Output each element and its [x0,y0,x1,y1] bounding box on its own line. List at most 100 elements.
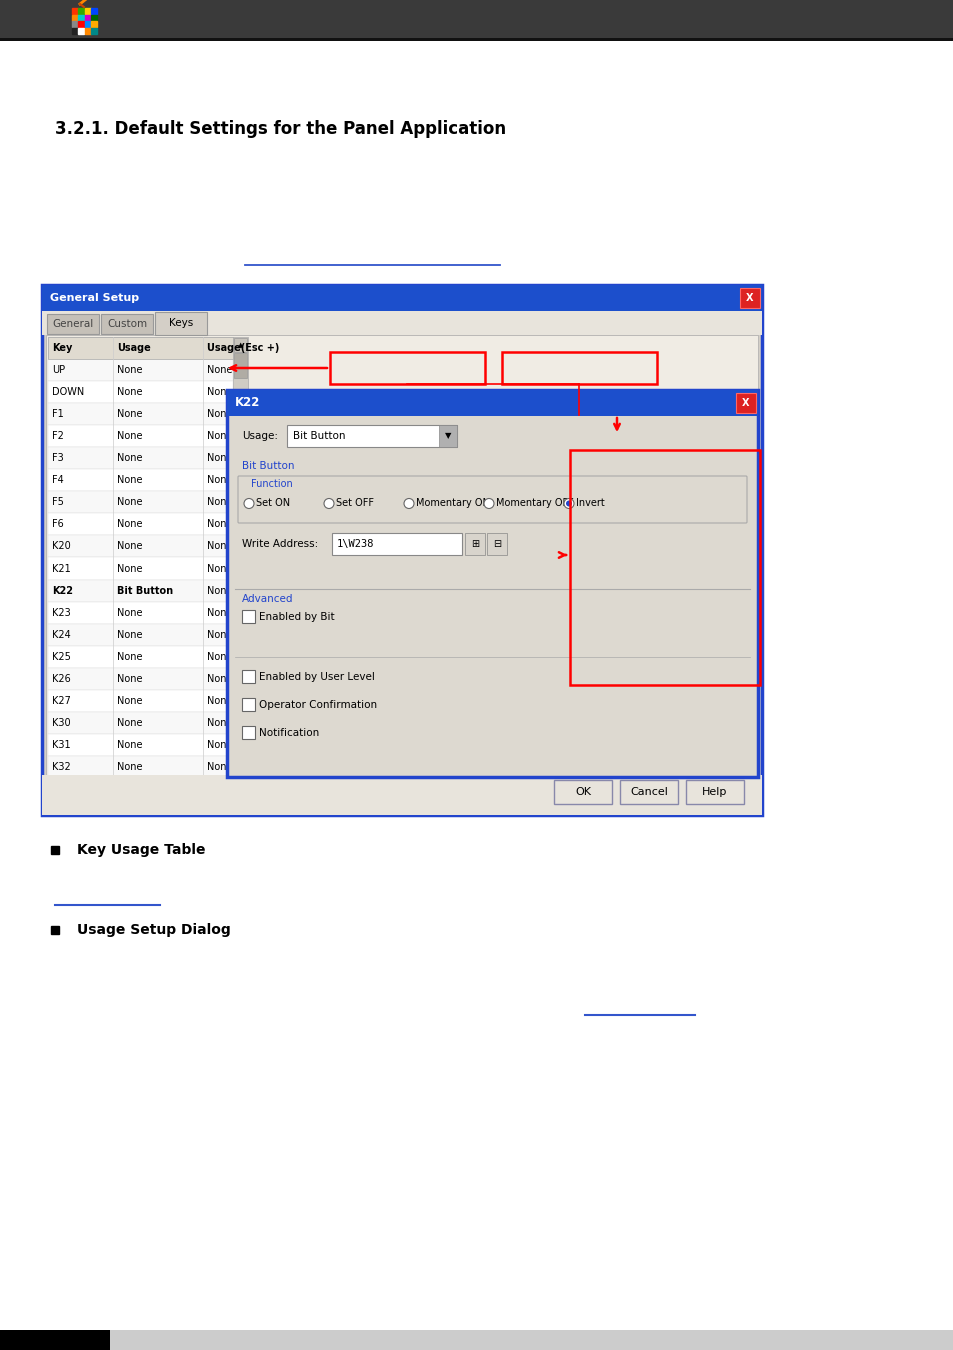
Text: None: None [117,497,142,508]
Text: Bit Button: Bit Button [242,460,294,471]
Text: K21: K21 [52,563,71,574]
Text: None: None [207,674,233,683]
Bar [740,288,760,308]
Text: None: None [207,629,233,640]
Text: None: None [117,541,142,551]
Text: Write Address:: Write Address: [242,539,318,549]
Bar [78,27,85,34]
Text: F2: F2 [52,431,64,441]
Bar [569,450,760,684]
Text: Enabled by User Level: Enabled by User Level [258,672,375,682]
Text: None: None [207,652,233,662]
Text: None: None [117,364,142,375]
Bar [0,1330,110,1350]
Text: UP: UP [52,364,65,375]
Bar [110,1330,953,1350]
Text: K22: K22 [52,586,73,595]
Bar [233,338,247,352]
Bar [78,15,85,20]
Text: ⊞: ⊞ [471,539,478,549]
Text: Usage Setup Dialog: Usage Setup Dialog [77,923,231,937]
Bar [242,698,254,711]
Bar [735,393,755,413]
Text: X: X [741,398,749,408]
Text: None: None [207,497,233,508]
Bar [91,27,97,34]
Text: F6: F6 [52,520,64,529]
Bar [48,470,233,491]
Bar [48,338,233,778]
Text: General: General [52,319,93,329]
Text: None: None [207,431,233,441]
Text: Momentary OFF: Momentary OFF [496,498,573,509]
Text: Notification: Notification [258,728,319,738]
Text: None: None [117,674,142,683]
Text: Usage(Esc +): Usage(Esc +) [207,343,279,352]
Text: None: None [117,409,142,418]
Text: None: None [117,387,142,397]
Bar [0,38,953,40]
Bar [48,602,233,624]
Bar [48,536,233,558]
Text: F4: F4 [52,475,64,485]
Bar [486,533,506,555]
Text: None: None [117,475,142,485]
Bar [48,668,233,690]
Text: Key Usage Table: Key Usage Table [77,842,205,857]
Bar [464,533,484,555]
Bar [154,312,207,335]
Bar [227,390,758,778]
Text: K25: K25 [52,652,71,662]
Text: Momentary ON: Momentary ON [416,498,489,509]
Text: None: None [207,586,233,595]
Text: ▼: ▼ [444,432,451,440]
Text: None: None [207,409,233,418]
Text: ▲: ▲ [237,342,243,348]
Text: None: None [207,740,233,749]
Text: None: None [117,629,142,640]
Bar [619,780,678,805]
Bar [78,22,85,27]
Text: None: None [117,695,142,706]
Text: ⊟: ⊟ [493,539,500,549]
Bar [48,711,233,734]
Bar [332,533,461,555]
Bar [42,775,761,815]
Bar [48,756,233,778]
Text: None: None [207,387,233,397]
Text: Enabled by Bit: Enabled by Bit [258,612,335,622]
Text: F1: F1 [52,409,64,418]
Text: Usage: Usage [117,343,151,352]
Text: Advanced: Advanced [242,594,294,603]
Circle shape [324,498,334,509]
Bar [48,404,233,425]
Bar [48,447,233,470]
Text: None: None [207,454,233,463]
Bar [91,22,97,27]
Text: Invert: Invert [576,498,604,509]
Text: Cancel: Cancel [629,787,667,796]
Bar [233,763,247,778]
Text: None: None [117,740,142,749]
Bar [48,579,233,602]
Bar [242,670,254,683]
Bar [71,22,78,27]
Bar [47,315,99,333]
Text: None: None [117,454,142,463]
Text: Help: Help [701,787,727,796]
Bar [78,8,85,14]
Bar [242,726,254,738]
Text: K24: K24 [52,629,71,640]
Text: X: X [745,293,753,302]
Bar [48,645,233,668]
Bar [242,610,254,622]
Bar [85,22,91,27]
Bar [287,425,456,447]
Text: None: None [207,608,233,617]
Bar [48,359,233,381]
Circle shape [563,498,574,509]
Bar [48,491,233,513]
Bar [85,15,91,20]
Circle shape [565,501,572,506]
Text: None: None [207,563,233,574]
